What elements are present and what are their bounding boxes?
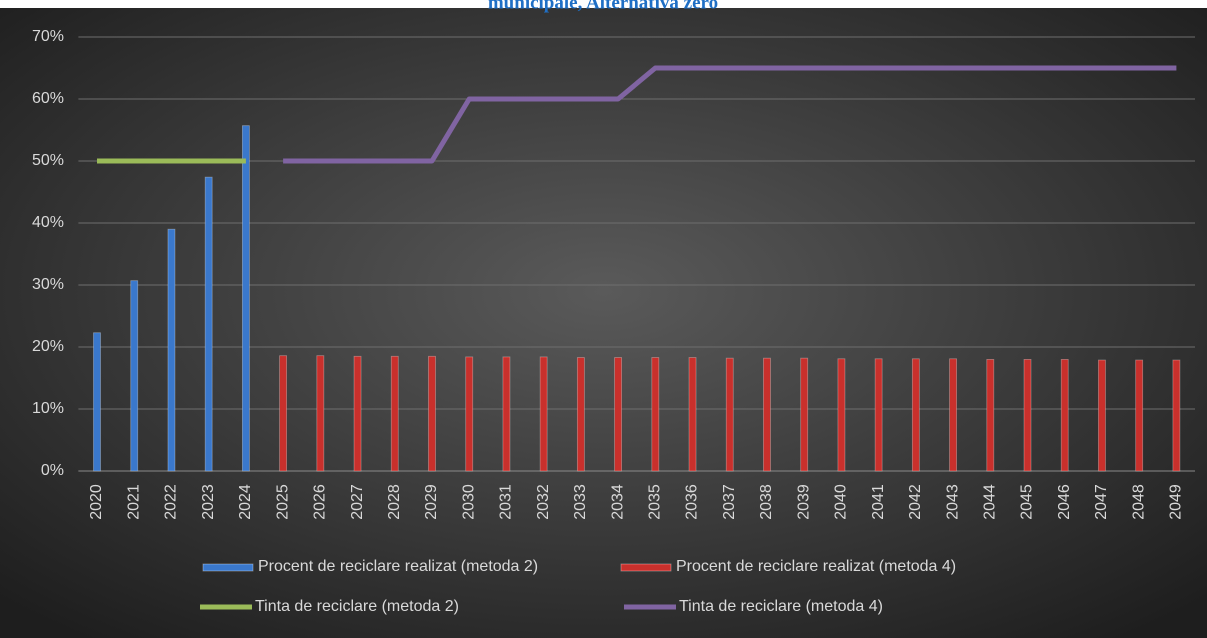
bar — [911, 358, 920, 472]
x-tick-label: 2043 — [944, 484, 961, 520]
bar — [837, 358, 846, 472]
bar — [390, 355, 399, 472]
bar — [800, 357, 809, 472]
bar — [353, 355, 362, 472]
x-tick-label: 2042 — [907, 484, 924, 520]
chart-title: municipale, Alternativa zero — [488, 0, 718, 13]
legend-label: Procent de reciclare realizat (metoda 2) — [258, 558, 538, 575]
bar — [688, 357, 697, 472]
bar — [167, 228, 176, 472]
bar — [1098, 359, 1106, 472]
x-tick-label: 2038 — [758, 484, 775, 520]
x-tick-label: 2047 — [1093, 484, 1110, 520]
y-tick-label: 0% — [41, 462, 64, 479]
legend-label: Tinta de reciclare (metoda 2) — [255, 598, 459, 615]
x-tick-label: 2046 — [1056, 484, 1073, 520]
line — [283, 65, 1177, 164]
y-tick-label: 40% — [32, 214, 64, 231]
y-tick-label: 60% — [32, 90, 64, 107]
x-tick-label: 2032 — [535, 484, 552, 520]
y-tick-label: 30% — [32, 276, 64, 293]
x-tick-label: 2026 — [312, 484, 329, 520]
x-tick-label: 2024 — [237, 484, 254, 520]
legend-label: Procent de reciclare realizat (metoda 4) — [676, 558, 956, 575]
x-tick-label: 2049 — [1168, 484, 1185, 520]
legend-swatch — [202, 563, 254, 572]
x-tick-label: 2029 — [423, 484, 440, 520]
x-tick-label: 2048 — [1130, 484, 1147, 520]
bar — [502, 356, 511, 472]
bar — [614, 357, 622, 472]
chart-background — [0, 8, 1207, 638]
bar — [539, 356, 548, 472]
x-tick-label: 2041 — [870, 484, 887, 520]
bar — [763, 357, 771, 472]
x-tick-label: 2028 — [386, 484, 403, 520]
y-tick-label: 70% — [32, 28, 64, 45]
x-tick-label: 2033 — [572, 484, 589, 520]
bar — [316, 355, 325, 472]
x-tick-label: 2023 — [200, 484, 217, 520]
x-tick-label: 2045 — [1019, 484, 1036, 520]
bar — [428, 355, 436, 472]
x-tick-label: 2025 — [274, 484, 291, 520]
bar — [465, 356, 474, 472]
x-tick-label: 2040 — [833, 484, 850, 520]
legend-label: Tinta de reciclare (metoda 4) — [679, 598, 883, 615]
bar — [279, 355, 288, 472]
y-tick-label: 10% — [32, 400, 64, 417]
x-tick-label: 2027 — [349, 484, 366, 520]
bar — [1172, 359, 1181, 472]
bar — [1060, 358, 1069, 472]
x-tick-label: 2044 — [982, 484, 999, 520]
bar — [130, 280, 139, 472]
x-tick-label: 2030 — [460, 484, 477, 520]
x-tick-label: 2031 — [498, 484, 515, 520]
bar — [93, 332, 101, 472]
bar — [986, 358, 995, 472]
x-tick-label: 2020 — [88, 484, 105, 520]
bar — [949, 358, 957, 472]
legend-swatch — [620, 563, 672, 572]
x-tick-label: 2021 — [125, 484, 142, 520]
x-tick-label: 2035 — [647, 484, 664, 520]
bar — [725, 357, 734, 472]
bar — [576, 357, 585, 472]
x-tick-label: 2039 — [795, 484, 812, 520]
bar — [1023, 358, 1032, 472]
bar — [1135, 359, 1144, 472]
x-tick-label: 2022 — [163, 484, 180, 520]
bar — [874, 358, 883, 472]
y-tick-label: 20% — [32, 338, 64, 355]
bar — [241, 125, 250, 472]
x-tick-label: 2037 — [721, 484, 738, 520]
y-tick-label: 50% — [32, 152, 64, 169]
x-tick-label: 2034 — [609, 484, 626, 520]
bar — [651, 357, 660, 472]
x-tick-label: 2036 — [684, 484, 701, 520]
bar — [204, 176, 213, 472]
